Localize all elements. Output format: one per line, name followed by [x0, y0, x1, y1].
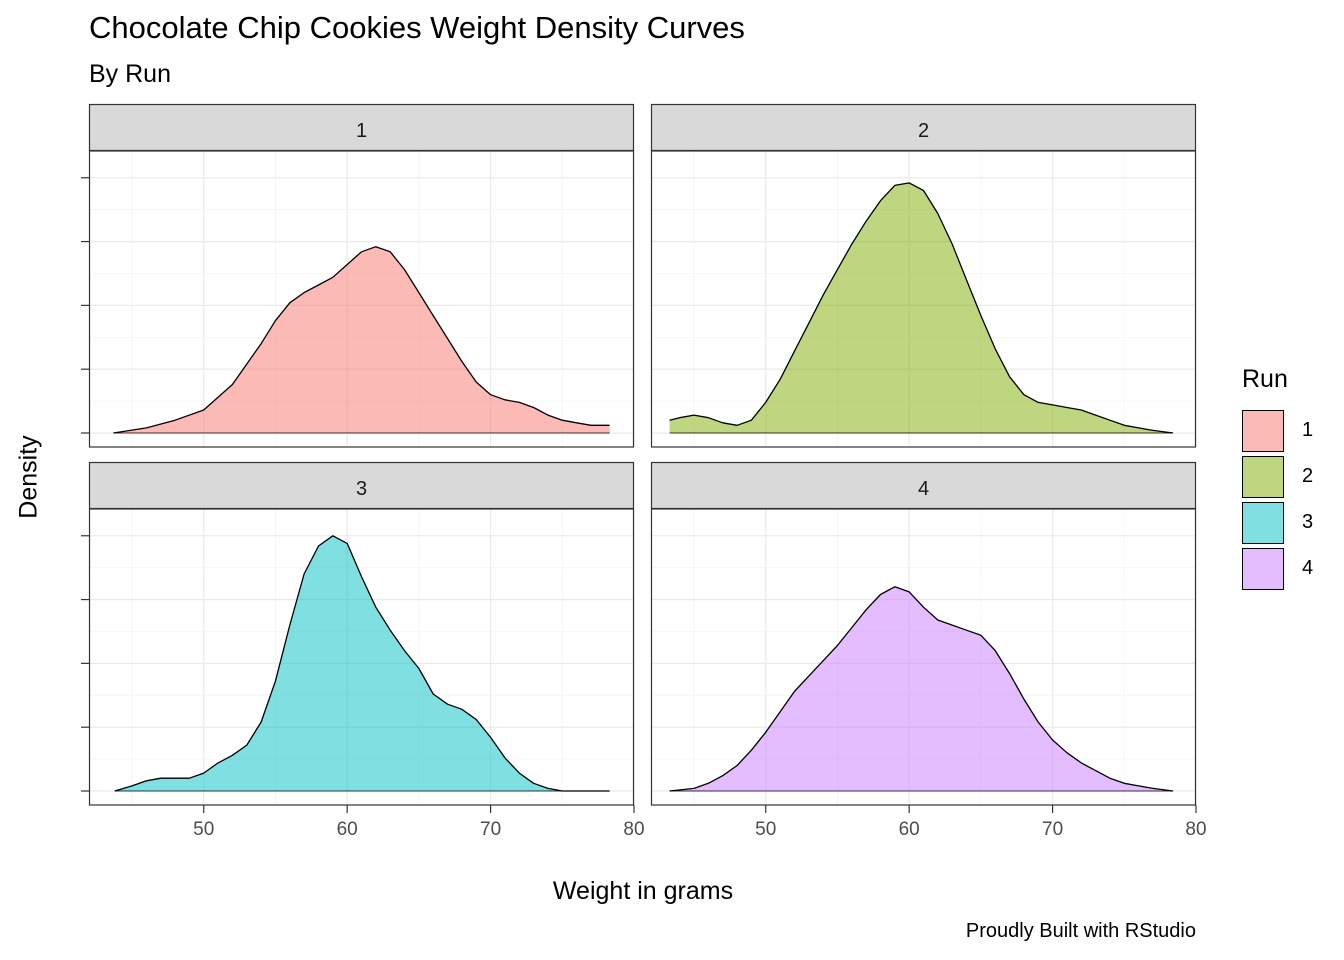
- density-curve-run-3: [114, 535, 610, 792]
- facet-strip-3: [88, 461, 635, 510]
- legend-label-run-2: 2: [1302, 465, 1314, 487]
- density-curve-run-4: [669, 586, 1174, 792]
- legend-item-run-2: 2: [1242, 455, 1322, 499]
- density-curve-run-2: [669, 182, 1174, 434]
- density-area-run-2: [669, 182, 1174, 433]
- panel-border-1: [88, 150, 635, 448]
- legend-label-run-1: 1: [1302, 419, 1314, 441]
- x-tick-label-4-50: 50: [755, 819, 776, 840]
- chart-subtitle: By Run: [89, 60, 171, 88]
- panel-border-2: [650, 150, 1197, 448]
- density-area-run-3: [114, 535, 610, 791]
- facet-strip-label-3: 3: [356, 478, 367, 500]
- density-area-run-4: [669, 586, 1174, 791]
- facet-strip-2: [650, 103, 1197, 152]
- chart-caption: Proudly Built with RStudio: [965, 920, 1196, 942]
- legend-title: Run: [1242, 365, 1288, 393]
- legend-key-run-1: [1242, 410, 1284, 452]
- x-axis-label: Weight in grams: [552, 877, 734, 905]
- legend-item-run-3: 3: [1242, 501, 1322, 545]
- x-tick-label-4-60: 60: [899, 819, 920, 840]
- x-tick-label-4-80: 80: [1185, 819, 1206, 840]
- x-tick-label-4-70: 70: [1042, 819, 1063, 840]
- facet-strip-label-2: 2: [918, 120, 929, 142]
- chart-title: Chocolate Chip Cookies Weight Density Cu…: [89, 10, 745, 45]
- x-tick-label-3-70: 70: [480, 819, 501, 840]
- legend-item-run-1: 1: [1242, 409, 1322, 453]
- panel-border-3: [88, 508, 635, 806]
- facet-strip-label-1: 1: [356, 120, 367, 142]
- facet-strip-label-4: 4: [918, 478, 929, 500]
- x-tick-label-3-50: 50: [193, 819, 214, 840]
- x-tick-label-3-60: 60: [337, 819, 358, 840]
- legend-key-run-4: [1242, 548, 1284, 590]
- legend-label-run-3: 3: [1302, 511, 1314, 533]
- legend-label-run-4: 4: [1302, 557, 1314, 579]
- density-curve-run-1: [113, 246, 610, 434]
- legend-key-run-3: [1242, 502, 1284, 544]
- legend-key-run-2: [1242, 456, 1284, 498]
- y-axis-label: Density: [14, 435, 43, 519]
- density-area-run-1: [113, 246, 610, 433]
- panel-border-4: [650, 508, 1197, 806]
- legend-item-run-4: 4: [1242, 547, 1322, 591]
- facet-strip-1: [88, 103, 635, 152]
- x-tick-label-3-80: 80: [623, 819, 644, 840]
